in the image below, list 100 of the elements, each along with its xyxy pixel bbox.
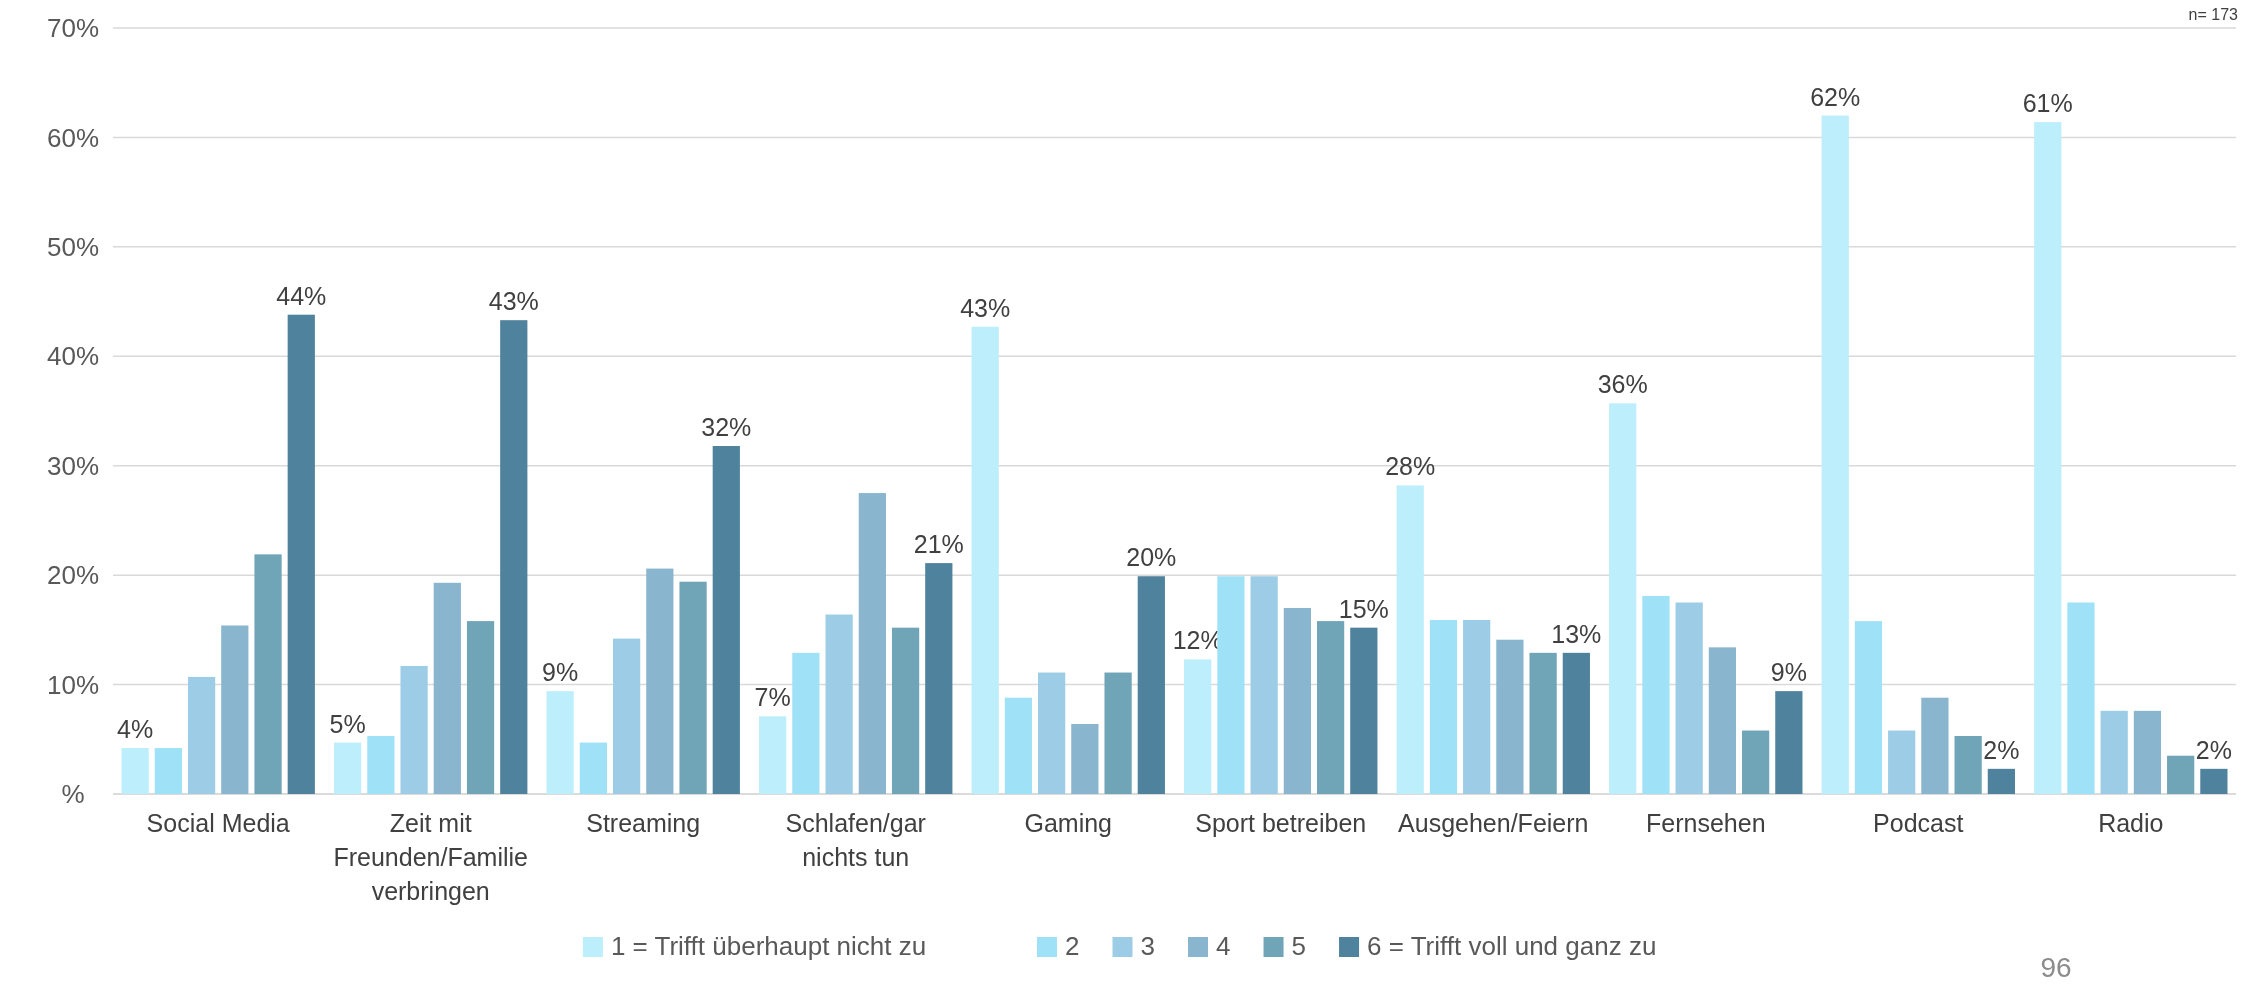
bar	[221, 625, 249, 794]
bar	[500, 320, 528, 794]
legend-label: 6 = Trifft voll und ganz zu	[1367, 931, 1657, 961]
bar	[646, 568, 674, 794]
bar	[792, 652, 820, 794]
bar	[1463, 620, 1491, 794]
data-label: 5%	[329, 709, 366, 738]
bar	[825, 614, 853, 794]
x-tick-label: Ausgehen/Feiern	[1398, 809, 1589, 837]
bar	[367, 736, 395, 794]
bar	[1137, 576, 1165, 794]
bar	[2034, 122, 2062, 794]
bar	[1104, 672, 1132, 794]
legend-label: 3	[1140, 931, 1155, 961]
x-tick-label: Fernsehen	[1646, 809, 1766, 837]
bar	[1742, 730, 1770, 794]
data-label: 62%	[1810, 82, 1861, 111]
bar	[925, 563, 953, 794]
y-tick-label: %	[61, 779, 85, 810]
bar	[2200, 768, 2228, 794]
bar	[1954, 736, 1982, 794]
bar	[121, 748, 149, 794]
legend-label: 5	[1291, 931, 1307, 961]
bar	[1429, 620, 1458, 794]
data-label: 9%	[1770, 658, 1807, 687]
y-tick-label: 50%	[46, 231, 100, 262]
data-label: 2%	[2195, 735, 2232, 764]
bar	[1038, 672, 1066, 794]
bar	[287, 314, 315, 794]
bar	[1004, 697, 1033, 794]
bar	[1316, 621, 1345, 794]
data-label: 4%	[117, 715, 154, 744]
bar	[2167, 755, 2195, 794]
bar	[858, 493, 886, 794]
bar	[1529, 652, 1557, 794]
bar	[1071, 723, 1099, 794]
data-label: 61%	[2022, 89, 2073, 118]
legend-label: 2	[1064, 931, 1080, 961]
data-label: 15%	[1338, 594, 1389, 623]
y-tick-label: 20%	[46, 560, 100, 591]
data-label: 7%	[754, 683, 791, 712]
bar	[1250, 576, 1278, 794]
bar	[1562, 652, 1590, 794]
x-tick-label: Gaming	[1024, 809, 1113, 837]
data-label: 36%	[1597, 370, 1648, 399]
bar	[891, 627, 920, 794]
bar	[712, 446, 740, 794]
data-label: 32%	[701, 413, 752, 442]
data-label: 28%	[1385, 452, 1436, 481]
text: n= 173	[2188, 6, 2239, 23]
bar	[433, 582, 461, 794]
bar	[2100, 710, 2128, 794]
bar	[759, 716, 787, 794]
bar	[1184, 659, 1212, 794]
bar	[1888, 730, 1916, 794]
bar	[1496, 639, 1524, 794]
bar	[1642, 595, 1670, 794]
bar	[1921, 697, 1949, 794]
data-label: 44%	[276, 281, 327, 310]
bar	[1775, 691, 1803, 794]
legend-label: 4	[1216, 931, 1231, 961]
legend-label: 1 = Trifft überhaupt nicht zu	[610, 931, 927, 961]
bar	[1350, 627, 1378, 794]
bar	[1987, 768, 2015, 794]
x-tick-label: Sport betreiben	[1195, 809, 1367, 837]
data-label: 43%	[960, 293, 1011, 322]
bar	[2067, 602, 2095, 794]
x-tick-label: Schlafen/gar nichts tun	[785, 809, 926, 871]
bar	[466, 621, 495, 794]
bar	[1217, 576, 1245, 794]
data-label: 13%	[1551, 619, 1602, 648]
bar	[1708, 647, 1737, 794]
bar	[334, 742, 362, 794]
y-tick-label: 70%	[46, 13, 100, 44]
bar	[1854, 621, 1883, 794]
x-tick-label: Podcast	[1873, 809, 1964, 837]
y-tick-label: 60%	[46, 122, 100, 153]
text: 96	[2040, 952, 2072, 983]
bar	[1821, 115, 1849, 794]
data-label: 20%	[1126, 543, 1177, 572]
y-tick-label: 10%	[46, 669, 100, 700]
bar	[579, 742, 607, 794]
x-tick-label: Zeit mit Freunden/Familie verbringen	[333, 809, 528, 905]
bar	[612, 638, 641, 794]
bar	[254, 554, 282, 794]
y-tick-label: 30%	[46, 450, 100, 481]
x-tick-label: Streaming	[586, 809, 701, 837]
bar	[679, 581, 707, 794]
bar	[154, 748, 182, 794]
data-label: 9%	[542, 658, 579, 687]
bar	[400, 665, 428, 794]
y-tick-label: 40%	[46, 341, 100, 372]
bar	[1609, 403, 1637, 794]
bar	[1396, 485, 1424, 794]
bar	[187, 676, 216, 794]
bar	[971, 326, 999, 794]
data-label: 2%	[1983, 735, 2020, 764]
bar	[546, 691, 574, 794]
x-tick-label: Radio	[2098, 809, 2164, 837]
bar	[1283, 607, 1311, 794]
